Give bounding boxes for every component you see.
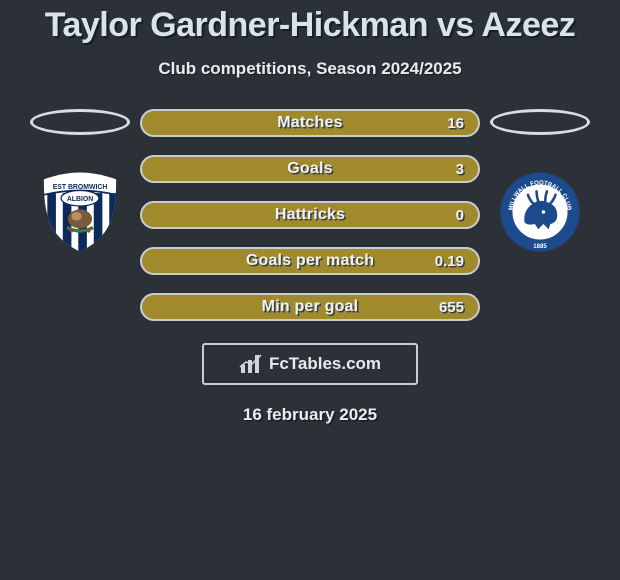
stat-bars: Matches 16 Goals 3 Hattricks 0 Goals per… bbox=[140, 109, 480, 321]
brand-box: FcTables.com bbox=[202, 343, 418, 385]
brand-text: FcTables.com bbox=[269, 354, 381, 374]
left-side: EST BROMWICH ALBION bbox=[20, 109, 140, 255]
svg-text:ALBION: ALBION bbox=[67, 196, 93, 203]
page-title: Taylor Gardner-Hickman vs Azeez bbox=[0, 6, 620, 45]
stat-bar: Goals per match 0.19 bbox=[140, 247, 480, 275]
stat-value: 3 bbox=[456, 161, 464, 178]
svg-text:1885: 1885 bbox=[533, 244, 547, 250]
chart-icon bbox=[239, 353, 263, 375]
date-text: 16 february 2025 bbox=[0, 405, 620, 425]
right-side: MILLWALL FOOTBALL CLUB 1885 bbox=[480, 109, 600, 255]
subtitle: Club competitions, Season 2024/2025 bbox=[0, 59, 620, 79]
stat-label: Hattricks bbox=[275, 206, 345, 224]
stat-label: Goals per match bbox=[246, 252, 374, 270]
wba-logo-icon: EST BROMWICH ALBION bbox=[37, 169, 123, 255]
stat-value: 655 bbox=[439, 299, 464, 316]
right-chip-empty bbox=[490, 109, 590, 135]
stat-bar: Matches 16 bbox=[140, 109, 480, 137]
stat-bar: Min per goal 655 bbox=[140, 293, 480, 321]
stat-value: 0 bbox=[456, 207, 464, 224]
left-chip-empty bbox=[30, 109, 130, 135]
stat-value: 0.19 bbox=[435, 253, 464, 270]
svg-text:EST BROMWICH: EST BROMWICH bbox=[53, 184, 108, 191]
stat-bar: Goals 3 bbox=[140, 155, 480, 183]
main-row: EST BROMWICH ALBION Matches 16 Goals 3 H bbox=[0, 109, 620, 321]
comparison-card: Taylor Gardner-Hickman vs Azeez Club com… bbox=[0, 0, 620, 425]
millwall-logo-icon: MILLWALL FOOTBALL CLUB 1885 bbox=[497, 169, 583, 255]
stat-label: Goals bbox=[287, 160, 332, 178]
stat-bar: Hattricks 0 bbox=[140, 201, 480, 229]
stat-label: Matches bbox=[277, 114, 342, 132]
stat-label: Min per goal bbox=[262, 298, 359, 316]
stat-value: 16 bbox=[447, 115, 464, 132]
